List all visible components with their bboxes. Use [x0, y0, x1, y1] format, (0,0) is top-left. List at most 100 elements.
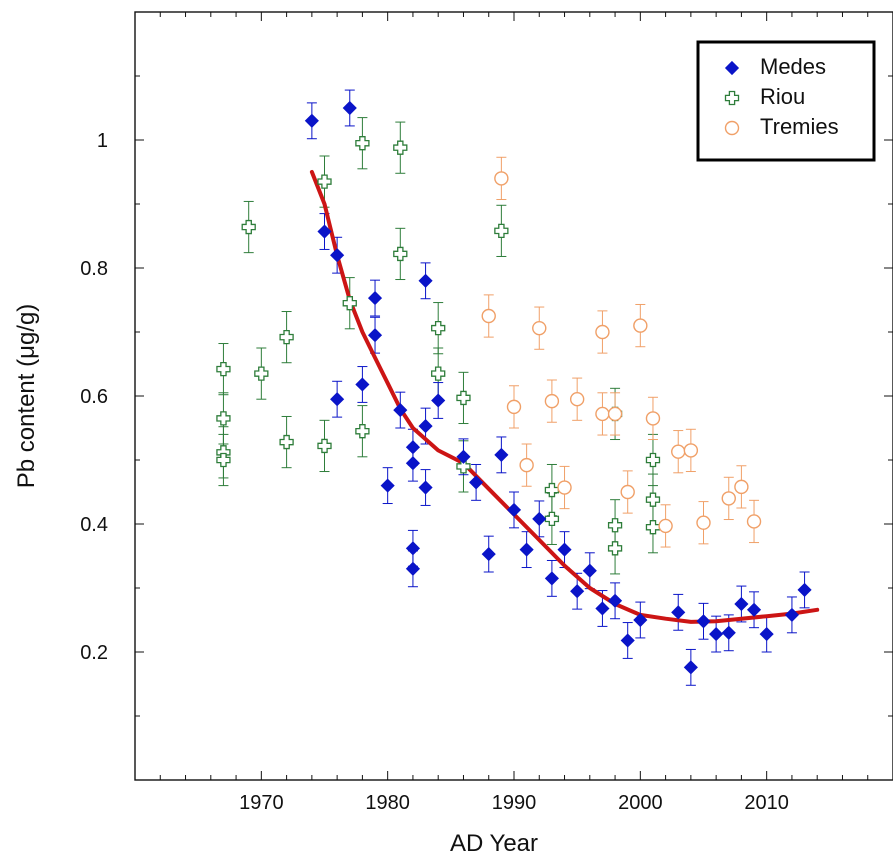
data-point-tremies — [595, 324, 610, 340]
data-point-tremies — [734, 479, 749, 495]
data-point-riou — [241, 219, 256, 235]
data-point-medes — [557, 542, 572, 557]
data-point-riou — [279, 434, 294, 450]
data-point-riou — [544, 511, 560, 527]
data-point-riou — [645, 452, 661, 468]
data-point-riou — [645, 492, 661, 507]
data-point-medes — [405, 541, 420, 556]
data-point-tremies — [607, 406, 623, 422]
data-point-riou — [544, 482, 560, 498]
data-point-medes — [317, 224, 332, 239]
data-point-tremies — [658, 518, 673, 534]
data-point-medes — [494, 447, 509, 462]
data-point-medes — [330, 248, 345, 263]
data-point-riou — [317, 438, 332, 454]
y-tick-label: 0.6 — [80, 386, 108, 408]
data-point-tremies — [721, 491, 736, 506]
data-point-riou — [355, 136, 370, 151]
data-point-riou — [607, 518, 623, 533]
data-point-riou — [216, 411, 231, 426]
legend-symbol-medes — [724, 60, 740, 76]
data-point-medes — [709, 627, 724, 642]
data-point-medes — [633, 612, 648, 628]
data-point-medes — [405, 456, 420, 471]
data-point-tremies — [544, 393, 560, 409]
data-point-medes — [418, 419, 433, 434]
data-point-tremies — [683, 443, 699, 458]
y-tick-label: 0.2 — [80, 642, 108, 664]
data-point-medes — [746, 602, 762, 617]
legend-symbols — [724, 60, 740, 136]
data-point-medes — [784, 607, 799, 622]
data-point-medes — [393, 403, 408, 418]
y-axis-title: Pb content (μg/g) — [13, 304, 40, 489]
data-point-medes — [355, 377, 370, 392]
legend-symbol-riou — [724, 90, 740, 106]
data-point-medes — [721, 625, 736, 640]
data-point-medes — [481, 547, 496, 562]
data-point-medes — [759, 627, 774, 642]
x-tick-label: 1970 — [239, 792, 284, 814]
legend: Medes Riou Tremies — [696, 40, 876, 162]
data-point-riou — [355, 424, 370, 439]
data-point-medes — [595, 601, 610, 616]
data-point-tremies — [532, 320, 547, 336]
data-point-medes — [380, 478, 395, 493]
data-point-riou — [393, 140, 408, 155]
data-point-medes — [506, 502, 522, 517]
y-tick-label: 1 — [97, 130, 108, 152]
data-point-medes — [367, 291, 383, 306]
x-tick-label: 2010 — [744, 792, 789, 814]
data-point-tremies — [569, 392, 585, 407]
data-point-medes — [570, 584, 585, 599]
data-point-tremies — [620, 484, 635, 500]
data-point-riou — [456, 459, 471, 474]
data-point-tremies — [519, 457, 534, 473]
data-point-medes — [469, 475, 484, 490]
data-point-tremies — [633, 318, 648, 333]
data-point-medes — [418, 480, 433, 495]
data-point-riou — [279, 329, 294, 345]
legend-label-tremies: Tremies — [760, 114, 839, 139]
data-point-medes — [405, 440, 420, 455]
data-point-tremies — [595, 406, 610, 422]
y-tick-label: 0.8 — [80, 258, 108, 280]
y-tick-label: 0.4 — [80, 514, 108, 536]
data-point-medes — [797, 582, 812, 597]
data-point-medes — [683, 660, 698, 675]
data-point-medes — [405, 561, 420, 576]
data-point-riou — [216, 361, 231, 377]
data-point-medes — [456, 449, 471, 464]
data-point-medes — [367, 328, 383, 343]
data-point-medes — [620, 633, 635, 648]
data-point-riou — [393, 246, 408, 262]
data-point-riou — [494, 223, 509, 239]
x-axis-title: AD Year — [450, 830, 538, 857]
data-point-riou — [456, 390, 471, 406]
data-point-tremies — [696, 515, 711, 530]
data-point-riou — [317, 174, 332, 189]
data-point-riou — [645, 520, 661, 535]
data-point-riou — [431, 321, 446, 336]
data-point-medes — [342, 100, 357, 116]
data-point-tremies — [481, 308, 496, 324]
plot-frame — [134, 11, 893, 781]
data-point-medes — [582, 563, 597, 578]
error-bars — [218, 89, 810, 686]
data-point-tremies — [671, 444, 686, 459]
data-point-medes — [734, 596, 749, 612]
data-point-tremies — [494, 171, 509, 186]
axis-ticks: 1970 1980 1990 2000 2010 0.2 0.4 0.6 0.8 1 — [80, 12, 893, 814]
data-point-medes — [671, 605, 686, 620]
data-point-medes — [532, 511, 547, 526]
data-point-medes — [418, 273, 433, 288]
data-point-medes — [304, 113, 319, 128]
data-point-tremies — [645, 411, 661, 426]
data-point-tremies — [746, 514, 762, 529]
legend-symbol-tremies — [724, 120, 740, 136]
markers — [216, 100, 812, 675]
x-tick-label: 1990 — [492, 792, 537, 814]
data-point-tremies — [506, 399, 522, 415]
legend-label-medes: Medes — [760, 54, 826, 79]
data-point-riou — [431, 366, 446, 381]
